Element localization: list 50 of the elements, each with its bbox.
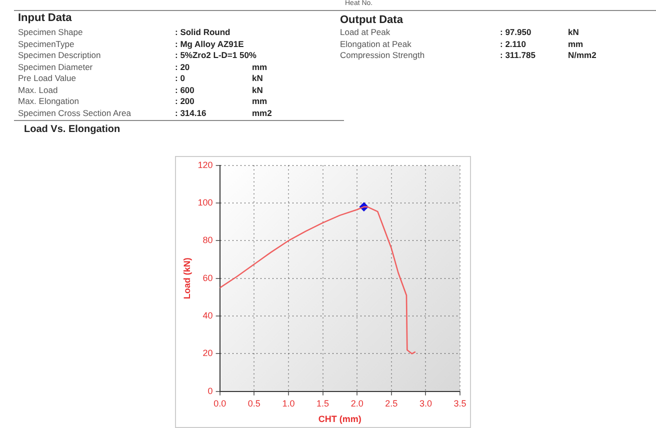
text: kN bbox=[252, 73, 263, 83]
x-tick-label: 0.0 bbox=[214, 398, 226, 408]
text: Pre Load Value bbox=[18, 73, 76, 83]
text: Input Data bbox=[18, 12, 72, 24]
text: mm bbox=[252, 96, 268, 106]
text: Specimen Shape bbox=[18, 27, 83, 37]
text: : 20 bbox=[175, 62, 190, 72]
text: : 97.950 bbox=[500, 27, 532, 37]
text: Specimen Cross Section Area bbox=[18, 108, 131, 118]
text: N/mm2 bbox=[568, 50, 596, 60]
text: Load Vs. Elongation bbox=[24, 124, 120, 135]
x-tick-label: 3.5 bbox=[454, 398, 466, 408]
text: Compression Strength bbox=[340, 50, 425, 60]
text: : Solid Round bbox=[175, 27, 230, 37]
text: SpecimenType bbox=[18, 38, 74, 48]
text: : 200 bbox=[175, 96, 194, 106]
x-tick-label: 0.5 bbox=[248, 398, 260, 408]
text: Specimen Description bbox=[18, 50, 101, 60]
y-tick-label: 0 bbox=[208, 386, 213, 396]
text: : Mg Alloy AZ91E bbox=[175, 38, 244, 48]
text: Load at Peak bbox=[340, 27, 390, 37]
text: : 0 bbox=[175, 73, 185, 83]
text: kN bbox=[252, 84, 263, 94]
y-tick-label: 120 bbox=[198, 160, 213, 170]
x-tick-label: 1.0 bbox=[282, 398, 295, 408]
text: : 2.110 bbox=[500, 38, 526, 48]
text: : 311.785 bbox=[500, 50, 536, 60]
y-tick-label: 20 bbox=[202, 348, 213, 358]
text: : 600 bbox=[175, 84, 194, 94]
x-tick-label: 3.0 bbox=[419, 398, 432, 408]
x-tick-label: 1.5 bbox=[316, 398, 330, 408]
x-tick-label: 2.0 bbox=[350, 398, 364, 408]
y-axis-title: Load (kN) bbox=[182, 258, 192, 300]
text: : 5%Zro2 L-D=1 50% bbox=[175, 50, 256, 60]
x-tick-label: 2.5 bbox=[385, 398, 398, 408]
text: mm2 bbox=[252, 108, 272, 118]
y-tick-label: 80 bbox=[202, 235, 213, 246]
y-tick-label: 100 bbox=[198, 198, 213, 208]
text: Max. Elongation bbox=[18, 96, 79, 106]
text: Max. Load bbox=[18, 84, 58, 94]
text: Specimen Diameter bbox=[18, 62, 93, 72]
y-tick-label: 40 bbox=[202, 310, 213, 321]
y-tick-label: 60 bbox=[202, 272, 213, 283]
x-axis-title: CHT (mm) bbox=[318, 414, 362, 424]
text: : 314.16 bbox=[175, 108, 206, 118]
text: kN bbox=[568, 27, 579, 37]
text: Output Data bbox=[340, 14, 403, 26]
text: mm bbox=[568, 38, 584, 48]
text: Elongation at Peak bbox=[340, 38, 412, 48]
text: mm bbox=[252, 62, 268, 72]
